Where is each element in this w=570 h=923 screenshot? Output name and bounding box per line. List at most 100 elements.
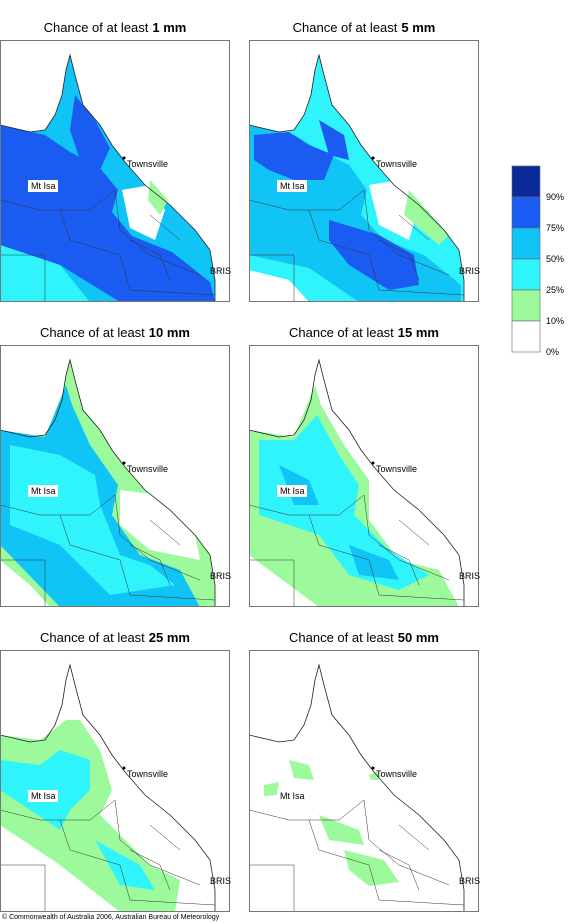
label-box	[277, 485, 307, 497]
legend-label: 50%	[546, 254, 564, 264]
place-label: Mt Isa	[31, 486, 56, 496]
rain-region	[264, 782, 279, 796]
place-label: Mt Isa	[31, 791, 56, 801]
panel-title: Chance of at least 50 mm	[289, 630, 439, 645]
region-border	[249, 494, 365, 516]
place-label: BRIS	[459, 266, 480, 276]
title-prefix: Chance of at least	[40, 630, 145, 645]
place-label: Mt Isa	[280, 181, 305, 191]
map-body	[0, 53, 216, 302]
rain-region	[319, 815, 364, 845]
region-border	[59, 819, 216, 906]
map-panel: Mt Isa Townsville BRIS Chance of at least 1 …	[0, 20, 231, 302]
panel-title: Chance of at least 1 mm	[44, 20, 187, 35]
rain-region	[349, 545, 399, 580]
map-body	[0, 663, 216, 912]
map-frame	[0, 345, 230, 607]
region-border	[308, 209, 465, 296]
coastline	[249, 663, 465, 912]
region-border	[149, 824, 181, 851]
title-prefix: Chance of at least	[289, 630, 394, 645]
map-frame	[0, 40, 230, 302]
region-border	[129, 239, 171, 281]
label-box	[28, 485, 58, 497]
region-border	[308, 819, 465, 906]
town-dot	[122, 156, 126, 160]
panel-title: Chance of at least 15 mm	[289, 325, 439, 340]
legend-label: 75%	[546, 223, 564, 233]
place-label: Mt Isa	[280, 791, 305, 801]
title-amount: 10 mm	[149, 325, 190, 340]
region-border	[249, 189, 365, 211]
rain-region	[249, 565, 304, 607]
footer: © Commonwealth of Australia 2006, Austra…	[2, 913, 220, 921]
region-border	[249, 799, 365, 821]
map-frame	[249, 650, 479, 912]
title-prefix: Chance of at least	[289, 325, 394, 340]
region-border	[149, 519, 181, 546]
legend-swatch	[511, 320, 541, 353]
rain-region	[344, 850, 399, 886]
coastline	[249, 53, 465, 302]
panel-title: Chance of at least 5 mm	[293, 20, 436, 35]
rain-region	[70, 95, 110, 170]
place-label: Townsville	[376, 159, 417, 169]
region-border	[308, 514, 465, 601]
map-panel: Mt Isa Townsville BRIS Chance of at least 10…	[0, 325, 231, 607]
label-box	[28, 790, 58, 802]
legend-swatch	[511, 165, 541, 198]
region-border	[398, 519, 430, 546]
place-label: Townsville	[127, 769, 168, 779]
panel-title: Chance of at least 25 mm	[40, 630, 190, 645]
rain-region	[0, 560, 50, 607]
coastline	[249, 358, 465, 607]
title-prefix: Chance of at least	[293, 20, 398, 35]
rain-region	[148, 180, 168, 215]
map-body	[249, 358, 465, 607]
region-border	[129, 544, 171, 586]
map-frame	[0, 650, 230, 912]
map-panel: Mt Isa Townsville BRIS Chance of at least 50…	[249, 630, 480, 912]
map-frame	[249, 345, 479, 607]
town-dot	[371, 461, 375, 465]
place-label: Townsville	[127, 464, 168, 474]
map-body	[0, 358, 216, 607]
rain-region	[249, 665, 464, 912]
place-label: Townsville	[376, 464, 417, 474]
rain-region	[120, 490, 200, 560]
legend-label: 10%	[546, 316, 564, 326]
region-border	[249, 254, 295, 302]
title-prefix: Chance of at least	[40, 325, 145, 340]
legend-label: 25%	[546, 285, 564, 295]
map-body	[249, 663, 465, 912]
place-label: Mt Isa	[31, 181, 56, 191]
title-amount: 25 mm	[149, 630, 190, 645]
region-border	[378, 544, 420, 586]
rain-region	[254, 132, 334, 180]
map-frame	[249, 40, 479, 302]
rain-region	[259, 415, 429, 590]
coastline	[0, 663, 216, 912]
map-panel: Mt Isa Townsville BRIS Chance of at least 5 …	[249, 20, 480, 302]
coastline	[0, 53, 216, 302]
place-label: Townsville	[127, 159, 168, 169]
rain-region	[319, 120, 349, 160]
region-border	[378, 239, 420, 281]
map-panel: Mt Isa Townsville BRIS Chance of at least 25…	[0, 630, 231, 912]
coastline	[0, 358, 216, 607]
title-prefix: Chance of at least	[44, 20, 149, 35]
region-border	[129, 849, 171, 891]
place-label: BRIS	[210, 571, 231, 581]
region-border	[249, 559, 295, 607]
legend-swatch	[511, 258, 541, 291]
title-amount: 1 mm	[152, 20, 186, 35]
rain-region	[404, 190, 449, 245]
label-box	[277, 180, 307, 192]
town-dot	[122, 461, 126, 465]
region-border	[149, 214, 181, 241]
rain-region	[95, 840, 155, 890]
title-amount: 15 mm	[398, 325, 439, 340]
legend-label: 0%	[546, 347, 559, 357]
